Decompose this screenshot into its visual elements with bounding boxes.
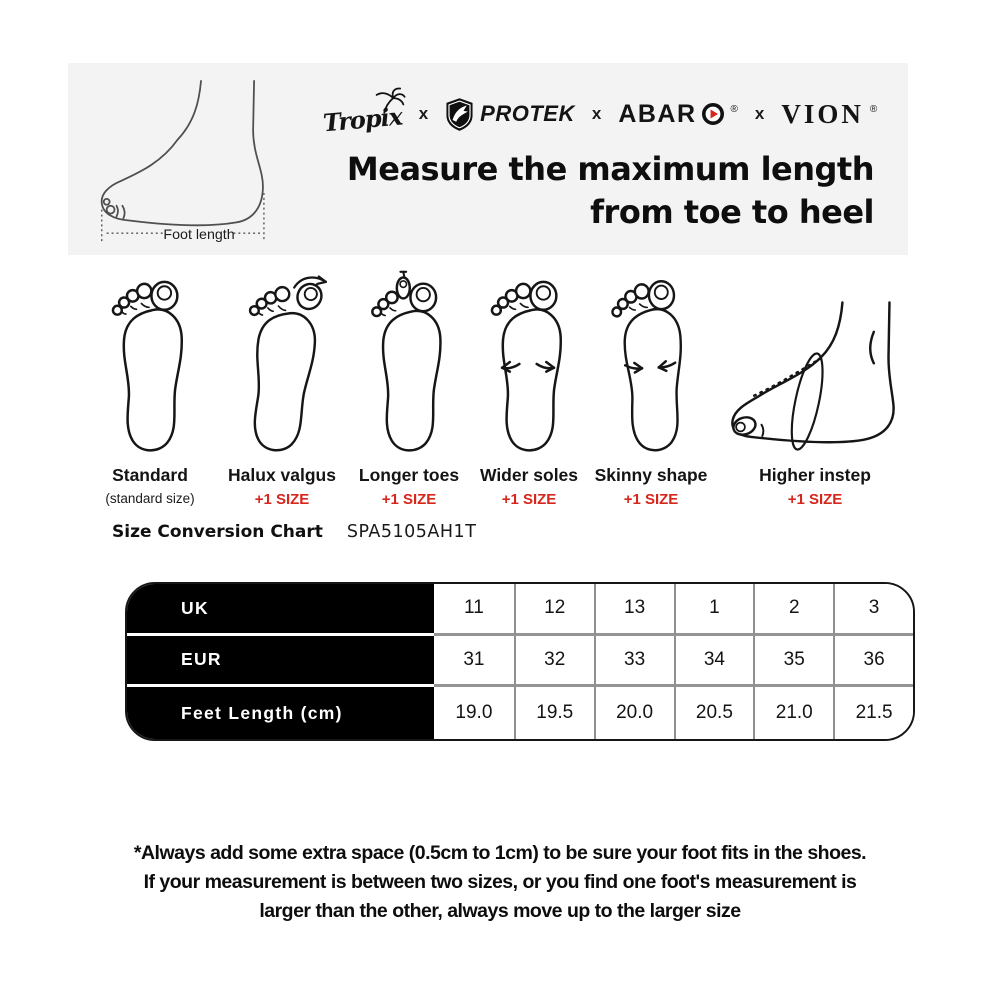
foot-type-label: Skinny shape [594,465,708,485]
inward-arrows-icon [623,360,677,374]
size-conversion-table: UK 11 12 13 1 2 3 EUR 31 32 33 34 35 36 … [125,582,915,741]
foot-sole-halux-valgus-illustration [248,275,327,452]
table-cell-uk-2: 12 [513,584,594,636]
foot-side-higher-instep-illustration [731,301,895,451]
toe-length-mark [399,270,408,278]
brand-protek-label: PROTEK [480,101,575,126]
foot-type-label: Halux valgus [228,465,336,485]
table-cell-len-6: 21.5 [833,687,913,739]
table-cell-uk-3: 13 [593,584,674,636]
brand-abaro: ABAR ® [618,100,738,129]
table-row-header-uk: UK [127,584,434,636]
table-cell-eur-6: 36 [833,635,913,688]
brand-abaro-label: ABAR [618,99,697,128]
size-chart-heading: Size Conversion Chart SPA5105AH1T [112,522,476,542]
foot-sole-standard-illustration [111,280,183,452]
foot-length-label: Foot length [163,227,234,243]
foot-type-longer-toes: Longer toes +1 SIZE [348,266,470,508]
foot-sole-skinny-shape-illustration [611,280,682,452]
table-cell-eur-4: 34 [673,635,754,688]
model-code: SPA5105AH1T [346,522,477,542]
foot-type-standard: Standard (standard size) [84,266,216,508]
foot-type-sublabel: +1 SIZE [254,491,310,508]
footnote-line-1: *Always add some extra space (0.5cm to 1… [133,842,867,864]
foot-type-label: Wider soles [479,465,579,485]
table-cell-eur-3: 33 [593,635,674,688]
table-cell-len-1: 19.0 [434,687,514,739]
foot-type-halux-valgus: Halux valgus +1 SIZE [216,266,348,508]
table-cell-eur-2: 32 [513,635,594,688]
foot-side-measure-diagram: Foot length [100,80,265,243]
foot-sole-wider-soles-illustration [490,280,562,452]
foot-type-higher-instep: Higher instep +1 SIZE [714,266,916,508]
brand-separator: x [418,104,429,123]
shield-icon [446,97,473,131]
hero-right-block: Tropix x PROTEK x ABAR [321,85,877,234]
size-chart-title: Size Conversion Chart [112,522,323,542]
table-cell-len-2: 19.5 [513,687,594,739]
headline-line-1: Measure the maximum length [346,150,875,188]
foot-type-label: Longer toes [358,465,460,485]
footnote-line-2: If your measurement is between two sizes… [143,871,857,893]
foot-type-sublabel: +1 SIZE [787,491,843,508]
table-cell-uk-6: 3 [833,584,913,636]
foot-type-sublabel: +1 SIZE [623,491,679,508]
instep-dotted-line [752,357,823,397]
table-cell-uk-5: 2 [753,584,834,636]
foot-type-label: Standard [112,465,188,485]
table-cell-uk-1: 11 [434,584,514,636]
table-cell-len-4: 20.5 [673,687,754,739]
brand-separator: x [591,104,602,123]
table-cell-eur-1: 31 [434,635,514,688]
registered-mark: ® [869,104,878,115]
foot-type-sublabel: +1 SIZE [501,491,557,508]
footnote-line-3: larger than the other, always move up to… [259,900,741,922]
table-cell-eur-5: 35 [753,635,834,688]
foot-type-sublabel: +1 SIZE [381,491,437,508]
table-cell-uk-4: 1 [673,584,754,636]
brand-protek: PROTEK [445,97,575,132]
palm-tree-icon [375,87,406,114]
brand-tropix-label: Tropix [321,101,403,137]
foot-sole-longer-toes-illustration [371,270,442,452]
foot-type-label: Higher instep [759,465,871,485]
outward-arrows-icon [500,360,556,373]
measurement-dotted-lines [101,192,265,242]
headline-line-2: from toe to heel [590,193,874,231]
foot-type-wider-soles: Wider soles +1 SIZE [470,266,588,508]
play-circle-icon [701,103,724,125]
deviation-arrow-icon [293,275,327,289]
table-cell-len-3: 20.0 [593,687,674,739]
brand-vion-label: VION [781,98,864,129]
table-row-header-eur: EUR [127,635,434,688]
table-cell-len-5: 21.0 [753,687,834,739]
instep-measure-loop [790,352,824,451]
brand-separator: x [754,104,765,123]
footnote: *Always add some extra space (0.5cm to 1… [50,839,950,926]
foot-types-row: Standard (standard size) Halux valgus +1… [84,266,916,508]
headline: Measure the maximum length from toe to h… [326,148,875,234]
brand-vion: VION ® [781,99,877,130]
brand-tropix: Tropix [321,87,406,137]
registered-mark: ® [730,104,738,115]
table-row-header-feet-length: Feet Length (cm) [127,687,434,739]
foot-type-sublabel: (standard size) [105,491,195,506]
measurement-hero-panel: Foot length Tropix x [68,63,908,255]
foot-type-skinny-shape: Skinny shape +1 SIZE [588,266,714,508]
brand-row: Tropix x PROTEK x ABAR [321,85,877,143]
